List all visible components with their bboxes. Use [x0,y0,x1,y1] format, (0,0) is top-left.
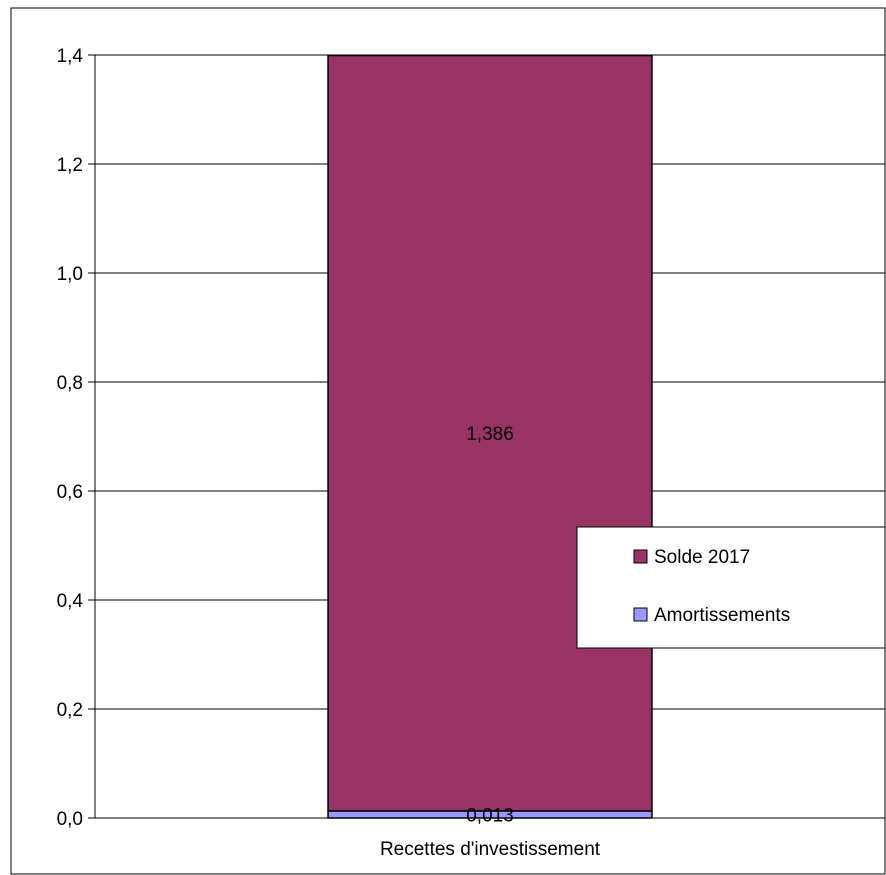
bar-segment [327,54,653,812]
y-tick-label: 0,4 [57,591,84,612]
data-label: 0,013 [466,805,514,826]
legend-swatch [633,607,648,622]
legend-box [576,526,886,649]
data-labels: 0,013 1,386 [466,424,514,826]
legend: Solde 2017 Amortissements [576,526,886,649]
legend-entry: Amortissements [654,605,790,626]
y-axis: 0,0 0,2 0,4 0,6 0,8 1,0 1,2 1,4 Recettes d'inves… [57,46,885,860]
y-tick-label: 0,0 [57,809,83,830]
y-tick-label: 1,4 [57,46,84,67]
y-tick-label: 0,8 [57,373,83,394]
y-tick-label: 1,2 [57,155,83,176]
data-label: 1,386 [466,424,514,445]
legend-swatch [633,549,648,564]
y-tick-label: 0,6 [57,482,83,503]
y-tick-label: 1,0 [57,264,83,285]
x-category-label: Recettes d'investissement [380,839,601,860]
y-tick-label: 0,2 [57,700,83,721]
bars [327,54,653,819]
legend-entry: Solde 2017 [654,547,750,568]
